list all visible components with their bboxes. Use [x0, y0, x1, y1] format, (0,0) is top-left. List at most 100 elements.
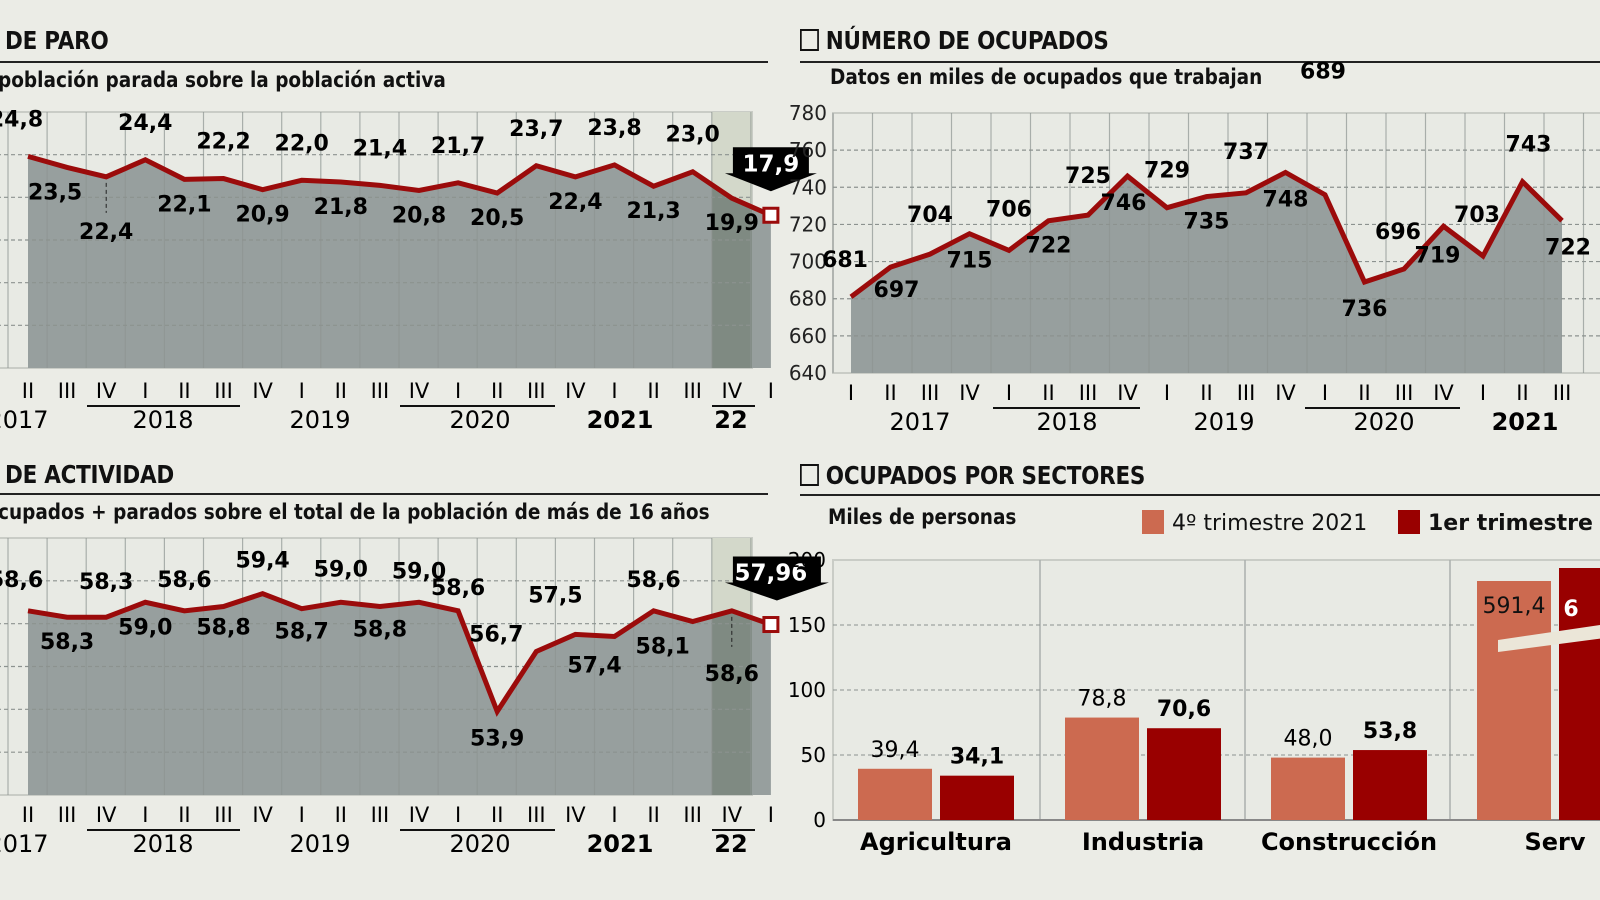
data-label: 746: [1101, 191, 1147, 216]
quarter-tick-label: I: [455, 803, 461, 827]
bar-serv-q1: [1559, 568, 1600, 820]
year-label: 2017: [889, 408, 950, 436]
data-label: 681: [822, 248, 868, 273]
quarter-tick-label: IV: [409, 379, 430, 403]
data-label: 748: [1263, 187, 1309, 212]
quarter-tick-label: IV: [252, 803, 273, 827]
data-label: 58,8: [353, 618, 407, 643]
data-label: 24,8: [0, 107, 43, 132]
data-label: 53,8: [1363, 719, 1417, 744]
data-label: 58,6: [0, 568, 43, 593]
ocupados-subtitle: Datos en miles de ocupados que trabajan: [830, 65, 1263, 89]
data-label: 703: [1454, 203, 1500, 228]
quarter-tick-label: IV: [1433, 381, 1454, 405]
data-label: 57,4: [567, 654, 621, 679]
data-label: 21,8: [314, 195, 368, 220]
year-label: 2021: [587, 406, 654, 434]
quarter-tick-label: IV: [96, 379, 117, 403]
legend-swatch: [1398, 510, 1420, 534]
data-label: 58,8: [196, 616, 250, 641]
data-label: 722: [1545, 236, 1591, 261]
quarter-tick-label: I: [142, 379, 148, 403]
quarter-tick-label: II: [22, 379, 34, 403]
quarter-tick-label: II: [22, 803, 34, 827]
divider: [0, 61, 768, 63]
data-label: 22,1: [157, 192, 211, 217]
data-label: 56,7: [469, 623, 523, 648]
data-label: 34,1: [950, 745, 1004, 770]
data-label: 58,6: [705, 662, 759, 687]
data-label: 58,7: [275, 620, 329, 645]
year-label: 2018: [132, 830, 193, 858]
data-label: 70,6: [1157, 697, 1211, 722]
sectores-subtitle: Miles de personas: [828, 505, 1017, 529]
data-label: 58,3: [40, 630, 94, 655]
quarter-tick-label: II: [884, 381, 896, 405]
callout-box: [724, 556, 829, 601]
paro-title: DE PARO: [5, 26, 109, 55]
quarter-tick-label: I: [299, 803, 305, 827]
data-label: 20,8: [392, 204, 446, 229]
quarter-tick-label: III: [58, 379, 77, 403]
quarter-tick-label: III: [371, 803, 390, 827]
year-label: 2021: [587, 830, 654, 858]
data-label: 725: [1065, 164, 1111, 189]
data-label: 737: [1223, 140, 1269, 165]
data-label: 53,9: [470, 726, 524, 751]
quarter-tick-label: III: [527, 379, 546, 403]
callout-value: 17,9: [743, 151, 800, 177]
category-label: Agricultura: [860, 828, 1012, 856]
quarter-tick-label: II: [647, 803, 659, 827]
quarter-tick-label: IV: [1275, 381, 1296, 405]
quarter-tick-label: II: [1042, 381, 1054, 405]
quarter-tick-label: I: [768, 803, 774, 827]
quarter-tick-label: I: [299, 379, 305, 403]
data-label: 24,4: [118, 111, 172, 136]
data-label: 6: [1563, 597, 1578, 622]
year-label: 2021: [1492, 408, 1559, 436]
data-label: 23,5: [28, 180, 82, 205]
y-tick-label: 700: [789, 250, 827, 274]
sectores-title: OCUPADOS POR SECTORES: [800, 461, 1145, 490]
paro-subtitle: población parada sobre la población acti…: [0, 68, 446, 92]
legend-item-q4-2021: 4º trimestre 2021: [1142, 510, 1367, 536]
year-label: 2018: [1036, 408, 1097, 436]
year-label: 2018: [132, 406, 193, 434]
data-label: 19,9: [705, 211, 759, 236]
bar-industria-q1: [1147, 728, 1221, 820]
y-tick-label: 100: [788, 678, 826, 702]
quarter-tick-label: I: [1480, 381, 1486, 405]
quarter-tick-label: IV: [409, 803, 430, 827]
data-label: 59,4: [235, 549, 289, 574]
quarter-tick-label: II: [1358, 381, 1370, 405]
y-tick-label: 680: [789, 287, 827, 311]
data-label: 20,9: [235, 203, 289, 228]
year-label: 22: [714, 830, 747, 858]
quarter-tick-label: III: [1553, 381, 1572, 405]
year-label: 2019: [1193, 408, 1254, 436]
data-label: 78,8: [1078, 687, 1127, 712]
quarter-tick-label: II: [1516, 381, 1528, 405]
bar-agricultura-q1: [940, 775, 1014, 820]
data-label: 706: [986, 197, 1032, 222]
area-fill: [851, 172, 1562, 373]
y-tick-label: 640: [789, 361, 827, 385]
data-label: 729: [1144, 159, 1190, 184]
data-label: 23,0: [666, 123, 720, 148]
quarter-tick-label: I: [1322, 381, 1328, 405]
data-label: 722: [1026, 234, 1072, 259]
data-label: 23,8: [587, 116, 641, 141]
bar-construcción-q4-2021: [1271, 757, 1345, 820]
y-tick-label: 740: [789, 175, 827, 199]
quarter-tick-label: III: [214, 379, 233, 403]
data-label: 21,7: [431, 134, 485, 159]
quarter-tick-label: I: [1006, 381, 1012, 405]
divider: [800, 61, 1600, 63]
quarter-tick-label: IV: [252, 379, 273, 403]
series-line: [27, 153, 772, 218]
year-label: 2017: [0, 830, 49, 858]
quarter-tick-label: III: [1079, 381, 1098, 405]
category-label: Industria: [1082, 828, 1204, 856]
quarter-tick-label: I: [611, 379, 617, 403]
data-label: 735: [1184, 210, 1230, 235]
